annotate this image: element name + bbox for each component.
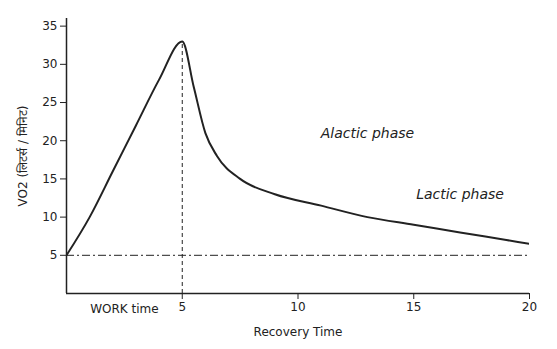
svg-text:VO2 (लिटर्स / मिनिट): VO2 (लिटर्स / मिनिट): [16, 106, 30, 207]
svg-text:5: 5: [50, 248, 58, 262]
svg-text:30: 30: [42, 57, 57, 71]
svg-text:5: 5: [178, 300, 186, 314]
svg-text:10: 10: [42, 210, 57, 224]
svg-text:Lactic phase: Lactic phase: [416, 186, 504, 202]
svg-text:Alactic phase: Alactic phase: [320, 125, 415, 141]
svg-text:20: 20: [522, 300, 537, 314]
svg-text:10: 10: [290, 300, 305, 314]
svg-text:35: 35: [42, 19, 57, 33]
svg-text:20: 20: [42, 134, 57, 148]
svg-text:25: 25: [42, 95, 57, 109]
svg-text:15: 15: [406, 300, 421, 314]
svg-text:WORK time: WORK time: [90, 302, 158, 316]
svg-text:15: 15: [42, 172, 57, 186]
svg-text:Recovery Time: Recovery Time: [254, 325, 343, 339]
